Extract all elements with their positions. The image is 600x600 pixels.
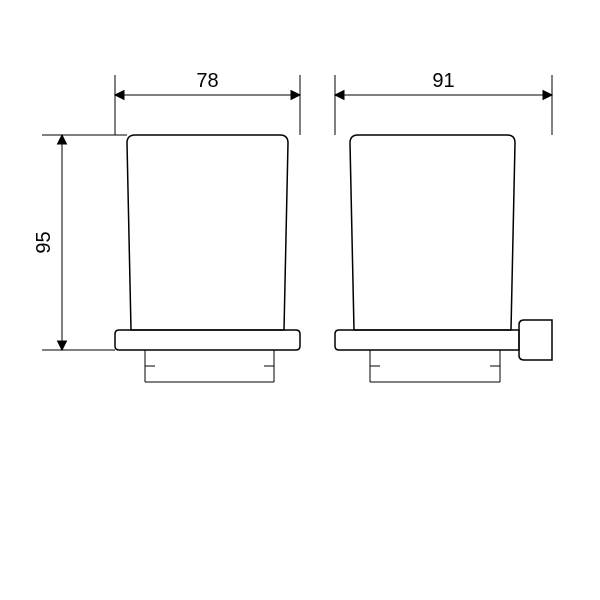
dim-height-label: 95 xyxy=(33,231,55,253)
technical-drawing: 95 78 91 xyxy=(0,0,600,600)
dim-front-width-label: 78 xyxy=(196,70,218,92)
dim-side-width-label: 91 xyxy=(432,70,454,92)
